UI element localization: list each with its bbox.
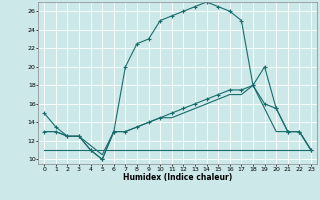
X-axis label: Humidex (Indice chaleur): Humidex (Indice chaleur) <box>123 173 232 182</box>
